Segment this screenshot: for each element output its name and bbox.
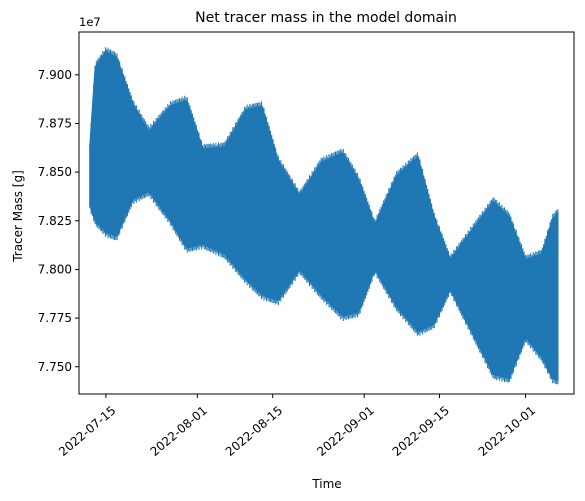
y-tick-label: 7.800 xyxy=(38,262,72,276)
plot-area xyxy=(89,47,559,385)
series-0-oscillation xyxy=(89,47,559,385)
y-tick-label: 7.825 xyxy=(38,214,72,228)
y-axis-label: Tracer Mass [g] xyxy=(11,170,25,263)
x-axis-label: Time xyxy=(311,477,341,491)
y-tick-label: 7.775 xyxy=(38,311,72,325)
chart-title: Net tracer mass in the model domain xyxy=(195,10,457,26)
y-tick-label: 7.875 xyxy=(38,116,72,130)
y-offset-label: 1e7 xyxy=(79,15,101,29)
y-axis-ticks: 7.750 7.775 7.800 7.825 7.850 7.875 7.900 xyxy=(38,68,79,374)
y-tick-label: 7.900 xyxy=(38,68,72,82)
y-tick-label: 7.850 xyxy=(38,165,72,179)
y-tick-label: 7.750 xyxy=(38,360,72,374)
plot-frame xyxy=(78,31,575,395)
